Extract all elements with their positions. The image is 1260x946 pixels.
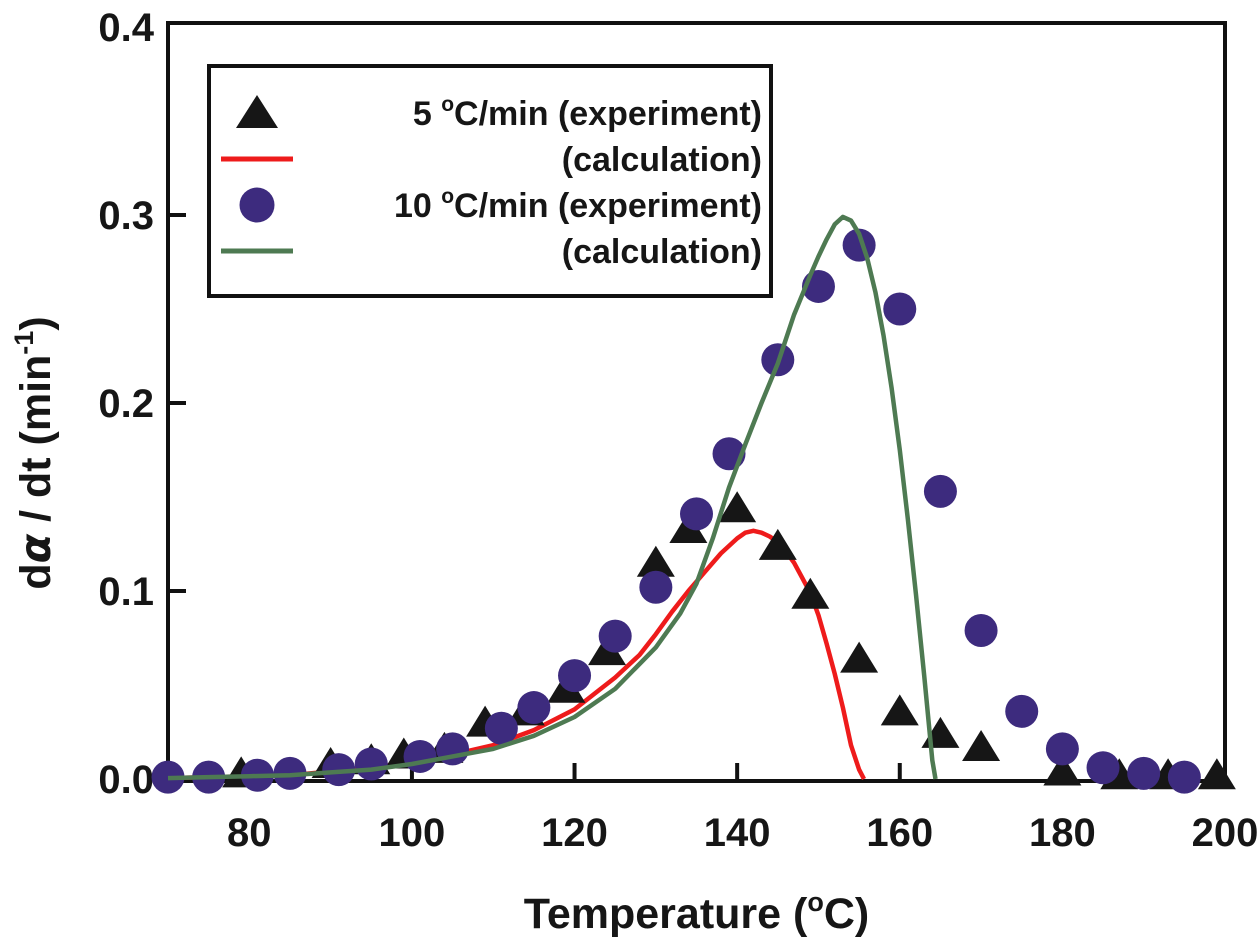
data-point-triangle	[840, 641, 879, 673]
legend-circle-marker-icon	[239, 187, 275, 223]
y-axis-title-segment: )	[12, 316, 60, 330]
calc-curve-calc10	[167, 214, 938, 781]
y-tick-label: 0.2	[98, 382, 154, 426]
data-point-circle	[1045, 732, 1079, 766]
y-axis-title-segment: -1	[9, 331, 39, 355]
data-point-triangle	[758, 528, 797, 560]
legend-label: 10 oC/min (experiment)	[394, 185, 762, 225]
plot-border	[166, 21, 1227, 783]
x-axis-title: Temperature (oC)	[524, 887, 869, 938]
y-axis-title: dα / dt (min-1)	[9, 316, 61, 589]
legend-label-segment: (calculation)	[562, 233, 762, 271]
x-axis: 80 100 120 140 160 180 200	[227, 763, 1258, 855]
x-tick-label: 120	[541, 811, 608, 855]
x-axis-title-segment: C)	[824, 890, 869, 938]
data-point-triangle	[962, 730, 1001, 762]
legend: 5 oC/min (experiment)(calculation)10 oC/…	[207, 64, 773, 298]
x-axis-title-segment: Temperature (	[524, 890, 808, 938]
data-point-circle	[403, 739, 437, 773]
data-point-circle	[484, 711, 518, 745]
x-tick-label: 80	[227, 811, 272, 855]
y-tick-label: 0.3	[98, 194, 154, 238]
x-tick-label: 180	[1029, 811, 1096, 855]
y-axis-title-segment: α	[11, 533, 61, 563]
data-point-circle	[1086, 751, 1120, 785]
data-point-circle	[517, 691, 551, 725]
legend-label-segment: 10	[394, 187, 441, 225]
data-point-circle	[883, 292, 917, 326]
x-tick-label: 200	[1192, 811, 1259, 855]
legend-label-segment: o	[441, 185, 454, 208]
data-point-circle	[1167, 760, 1201, 794]
data-point-triangle	[718, 491, 757, 523]
legend-label-segment: C/min (experiment)	[454, 95, 762, 133]
legend-label: (calculation)	[562, 141, 762, 179]
data-point-circle	[680, 497, 713, 531]
data-point-triangle	[791, 577, 830, 609]
data-point-circle	[598, 619, 632, 653]
data-point-triangle	[1043, 754, 1082, 786]
data-point-triangle	[1197, 758, 1236, 790]
data-point-circle	[964, 613, 998, 647]
y-tick-label: 0.1	[98, 570, 154, 614]
legend-entry: (calculation)	[221, 233, 762, 271]
data-point-triangle	[880, 694, 919, 726]
y-axis-title-segment: d	[12, 563, 60, 589]
legend-label-segment: C/min (experiment)	[454, 187, 762, 225]
legend-entry: 10 oC/min (experiment)	[239, 185, 762, 225]
legend-label-segment: (calculation)	[562, 141, 762, 179]
data-point-circle	[558, 659, 592, 693]
data-point-circle	[639, 570, 673, 604]
y-axis-title-segment: / dt (min	[12, 355, 60, 534]
data-point-triangle	[636, 545, 675, 577]
y-tick-label: 0.4	[98, 6, 154, 50]
y-tick-label: 0.0	[98, 758, 154, 802]
legend-label: 5 oC/min (experiment)	[413, 93, 762, 133]
legend-entry: (calculation)	[221, 141, 762, 179]
x-axis-title-segment: o	[807, 887, 824, 917]
legend-triangle-marker-icon	[236, 95, 278, 128]
x-tick-label: 140	[704, 811, 771, 855]
data-point-circle	[354, 747, 388, 781]
data-point-circle	[1127, 756, 1161, 790]
legend-label: (calculation)	[562, 233, 762, 271]
x-tick-label: 100	[379, 811, 446, 855]
legend-box	[207, 64, 773, 298]
legend-label-segment: 5	[413, 95, 441, 133]
legend-entry: 5 oC/min (experiment)	[236, 93, 762, 133]
legend-label-segment: o	[441, 93, 454, 116]
data-point-circle	[923, 474, 957, 508]
x-tick-label: 160	[866, 811, 933, 855]
data-point-circle	[1005, 694, 1039, 728]
y-axis: 0.0 0.1 0.2 0.3 0.4	[98, 6, 186, 802]
